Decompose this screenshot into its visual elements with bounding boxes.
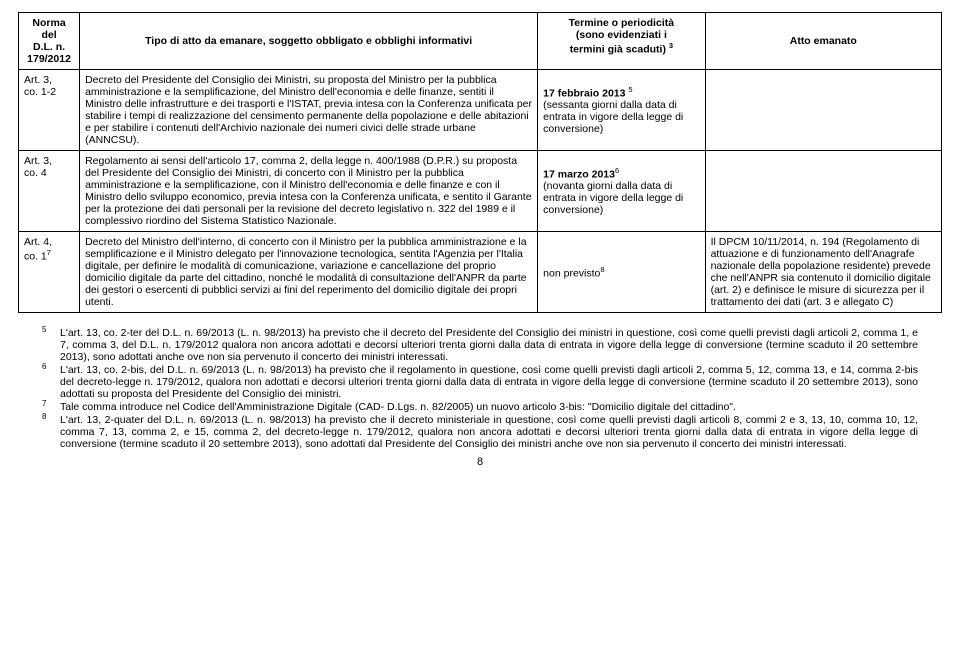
footnote-text: L'art. 13, co. 2-ter del D.L. n. 69/2013… [60, 327, 918, 363]
table-header-row: Norma del D.L. n. 179/2012 Tipo di atto … [19, 13, 942, 70]
cell-norma: Art. 4, co. 17 [19, 232, 80, 313]
footnote: 6 L'art. 13, co. 2-bis, del D.L. n. 69/2… [42, 364, 918, 400]
table-row: Art. 3, co. 1-2 Decreto del Presidente d… [19, 70, 942, 151]
cell-termine: non previsto8 [538, 232, 705, 313]
cell-termine: 17 marzo 20136 (novanta giorni dalla dat… [538, 151, 705, 232]
cell-norma: Art. 3, co. 4 [19, 151, 80, 232]
cell-norma: Art. 3, co. 1-2 [19, 70, 80, 151]
footnote-text: L'art. 13, 2-quater del D.L. n. 69/2013 … [60, 414, 918, 450]
col-norma-header: Norma del D.L. n. 179/2012 [19, 13, 80, 70]
cell-atto: Il DPCM 10/11/2014, n. 194 (Regolamento … [705, 232, 941, 313]
footnote-text: Tale comma introduce nel Codice dell'Amm… [60, 401, 918, 413]
table-row: Art. 4, co. 17 Decreto del Ministro dell… [19, 232, 942, 313]
cell-testo: Decreto del Presidente del Consiglio dei… [80, 70, 538, 151]
footnote-number: 6 [42, 362, 60, 398]
cell-atto [705, 151, 941, 232]
col-testo-header: Tipo di atto da emanare, soggetto obblig… [80, 13, 538, 70]
footnote-number: 8 [42, 412, 60, 448]
col-termine-header: Termine o periodicità (sono evidenziati … [538, 13, 705, 70]
footnote-text: L'art. 13, co. 2-bis, del D.L. n. 69/201… [60, 364, 918, 400]
regulation-table: Norma del D.L. n. 179/2012 Tipo di atto … [18, 12, 942, 313]
footnote: 5 L'art. 13, co. 2-ter del D.L. n. 69/20… [42, 327, 918, 363]
footnote-number: 5 [42, 325, 60, 361]
footnote: 8 L'art. 13, 2-quater del D.L. n. 69/201… [42, 414, 918, 450]
footnote-number: 7 [42, 399, 60, 411]
page-number: 8 [18, 456, 942, 468]
cell-termine: 17 febbraio 2013 5 (sessanta giorni dall… [538, 70, 705, 151]
col-atto-header: Atto emanato [705, 13, 941, 70]
cell-atto [705, 70, 941, 151]
table-row: Art. 3, co. 4 Regolamento ai sensi dell'… [19, 151, 942, 232]
cell-testo: Regolamento ai sensi dell'articolo 17, c… [80, 151, 538, 232]
cell-testo: Decreto del Ministro dell'interno, di co… [80, 232, 538, 313]
footnote: 7 Tale comma introduce nel Codice dell'A… [42, 401, 918, 413]
footnotes: 5 L'art. 13, co. 2-ter del D.L. n. 69/20… [42, 327, 918, 450]
